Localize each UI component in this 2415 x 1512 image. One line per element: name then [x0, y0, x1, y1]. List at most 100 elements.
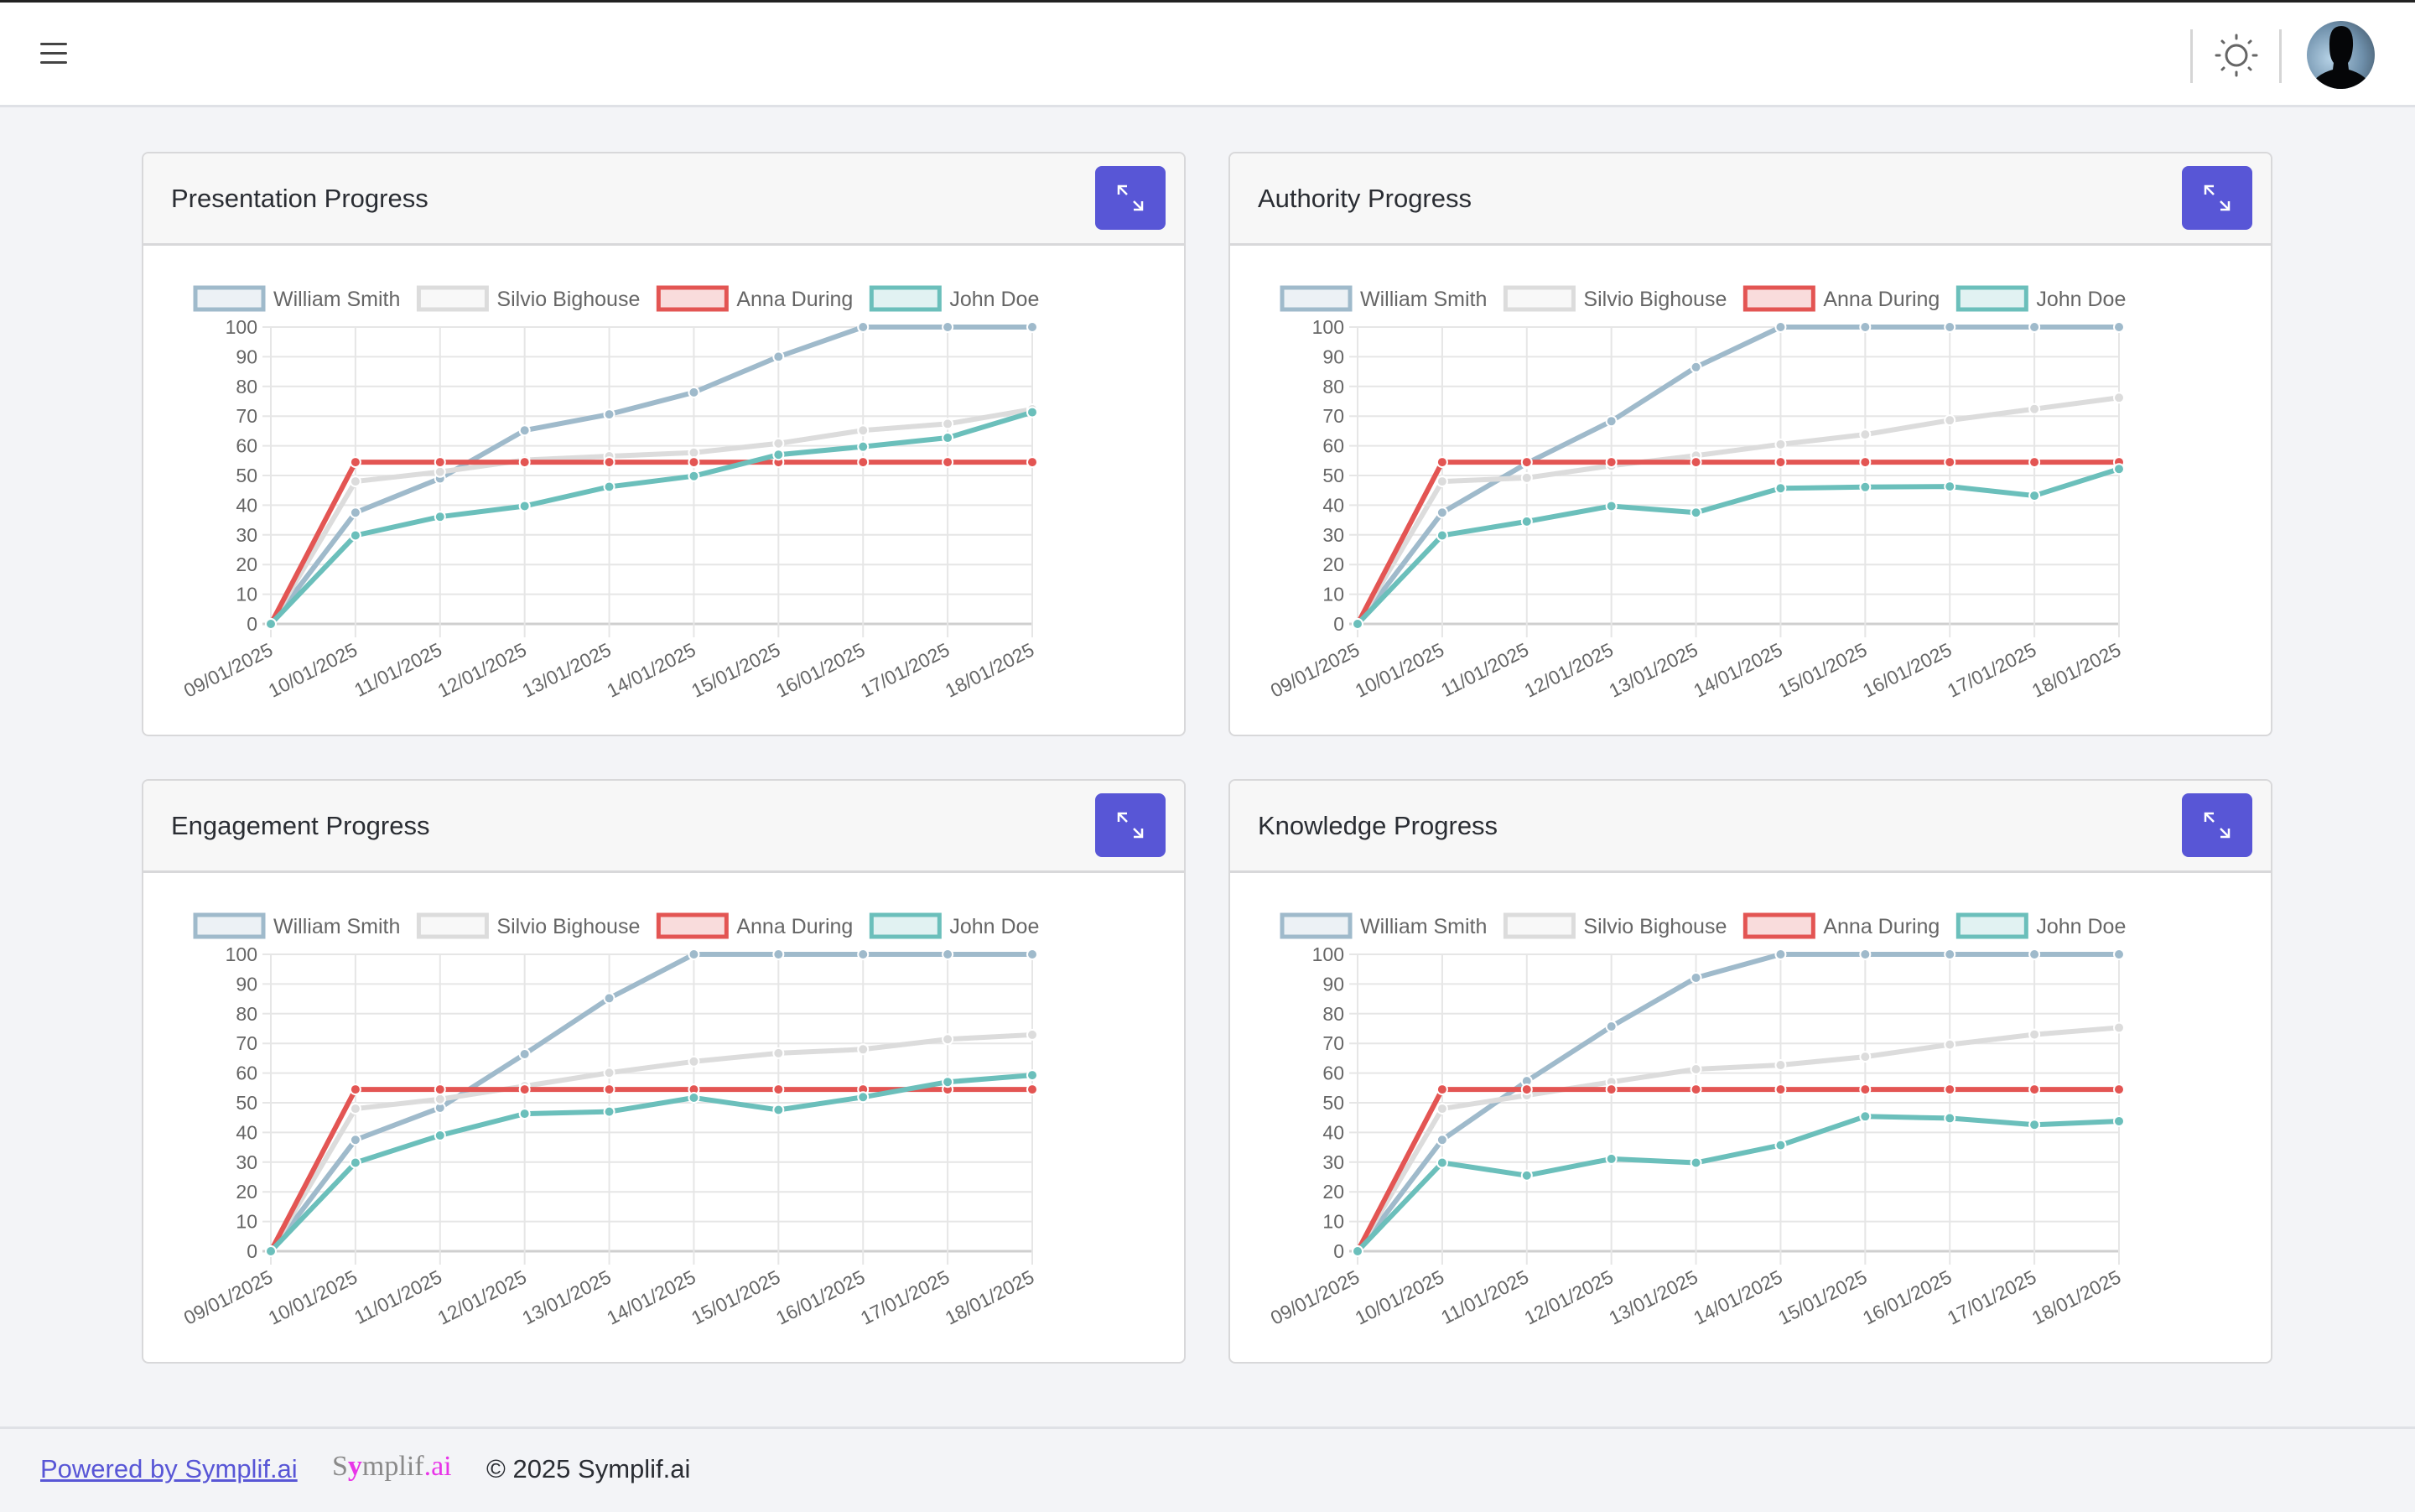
expand-icon: [2204, 812, 2231, 839]
data-point: [1859, 481, 1872, 493]
authority-progress-card: Authority Progress 0 10 20 30 40 50 60 70 80 90 10…: [1228, 152, 2272, 736]
data-point: [1690, 361, 1702, 373]
legend-item: Anna During: [656, 912, 853, 939]
y-tick-label: 0: [247, 1240, 257, 1262]
data-point: [518, 456, 531, 469]
data-point: [688, 470, 700, 482]
data-point: [2028, 456, 2041, 469]
y-tick-label: 70: [1322, 1032, 1344, 1054]
legend-swatch: [1280, 912, 1353, 939]
legend-label: John Doe: [949, 915, 1039, 938]
data-point: [1774, 948, 1787, 960]
expand-icon: [2204, 184, 2231, 211]
engagement-progress-card: Engagement Progress 0 10 20 30 40 50 60 70 80 90 1…: [142, 779, 1186, 1364]
data-point: [2028, 948, 2041, 960]
data-point: [603, 992, 615, 1005]
series-line: [268, 1031, 1033, 1253]
x-tick-label: 10/01/2025: [1352, 1265, 1447, 1328]
data-point: [518, 1083, 531, 1096]
data-point: [942, 948, 954, 960]
legend-label: Silvio Bighouse: [1583, 915, 1727, 938]
data-point: [688, 948, 700, 960]
data-point: [2028, 1083, 2041, 1096]
y-tick-label: 90: [1322, 346, 1344, 367]
data-point: [2028, 490, 2041, 502]
data-point: [1436, 507, 1448, 519]
data-point: [1520, 1169, 1533, 1182]
legend-swatch: [656, 912, 729, 939]
sun-icon[interactable]: [2214, 33, 2259, 78]
expand-icon: [1117, 184, 1144, 211]
legend-swatch: [1503, 285, 1576, 312]
presentation-progress-card: Presentation Progress 0 10 20 30 40 50 60 70 80 9…: [142, 152, 1186, 736]
navbar-divider: [2190, 29, 2193, 83]
data-point: [603, 1067, 615, 1079]
data-point: [1859, 1110, 1872, 1123]
y-tick-label: 70: [236, 405, 257, 427]
data-point: [265, 1245, 277, 1257]
legend-item: Silvio Bighouse: [416, 285, 640, 312]
legend-item: John Doe: [869, 285, 1039, 312]
legend-item: William Smith: [1280, 912, 1487, 939]
x-tick-label: 13/01/2025: [1605, 1265, 1701, 1328]
expand-button[interactable]: [1095, 166, 1166, 230]
data-point: [1859, 429, 1872, 441]
data-point: [2028, 1028, 2041, 1041]
data-point: [349, 475, 361, 488]
series-line: [268, 409, 1033, 626]
legend-item: Anna During: [1742, 912, 1940, 939]
legend-swatch: [869, 912, 942, 939]
data-point: [265, 618, 277, 630]
data-point: [2113, 463, 2125, 475]
y-tick-label: 30: [236, 1151, 257, 1173]
data-point: [518, 1108, 531, 1120]
card-header: Engagement Progress: [143, 781, 1184, 873]
series-line: [1355, 1114, 2120, 1254]
data-point: [1520, 456, 1533, 469]
data-point: [1944, 481, 1956, 493]
x-tick-label: 09/01/2025: [180, 1265, 276, 1328]
data-point: [772, 948, 785, 960]
line-chart: 0 10 20 30 40 50 60 70 80 90 100 09/01/2025 10/01/20…: [143, 873, 1184, 1362]
data-point: [518, 500, 531, 512]
data-point: [1520, 471, 1533, 484]
legend-swatch: [1742, 285, 1815, 312]
card-header: Authority Progress: [1230, 153, 2271, 246]
expand-button[interactable]: [1095, 793, 1166, 857]
legend-swatch: [656, 285, 729, 312]
data-point: [2028, 321, 2041, 333]
powered-by-link[interactable]: Powered by Symplif.ai: [40, 1454, 298, 1483]
expand-button[interactable]: [2182, 793, 2252, 857]
x-tick-label: 16/01/2025: [772, 638, 868, 701]
data-point: [1690, 507, 1702, 519]
data-point: [1026, 948, 1038, 960]
user-avatar[interactable]: [2307, 21, 2375, 89]
data-point: [1774, 321, 1787, 333]
legend-swatch: [1503, 912, 1576, 939]
data-point: [857, 440, 870, 453]
data-point: [1605, 500, 1618, 512]
x-tick-label: 15/01/2025: [1774, 1265, 1870, 1328]
y-tick-label: 50: [236, 1092, 257, 1114]
data-point: [349, 1156, 361, 1169]
data-point: [857, 948, 870, 960]
hamburger-menu-icon[interactable]: [40, 43, 67, 66]
data-point: [857, 1091, 870, 1104]
legend-item: Anna During: [1742, 285, 1940, 312]
series-line: [1355, 466, 2120, 626]
expand-button[interactable]: [2182, 166, 2252, 230]
data-point: [1944, 321, 1956, 333]
data-point: [603, 1083, 615, 1096]
chart-svg: 0 10 20 30 40 50 60 70 80 90 100 09/01/202510/01/20…: [1267, 285, 2126, 702]
data-point: [518, 424, 531, 437]
y-tick-label: 70: [1322, 405, 1344, 427]
legend-item: Silvio Bighouse: [1503, 285, 1727, 312]
legend-label: Silvio Bighouse: [1583, 288, 1727, 311]
legend-item: Anna During: [656, 285, 853, 312]
data-point: [434, 1093, 446, 1105]
series-line: [1355, 325, 2119, 626]
data-point: [857, 456, 870, 469]
data-point: [857, 1043, 870, 1056]
legend-item: John Doe: [1955, 285, 2126, 312]
card-title: Presentation Progress: [171, 184, 428, 213]
